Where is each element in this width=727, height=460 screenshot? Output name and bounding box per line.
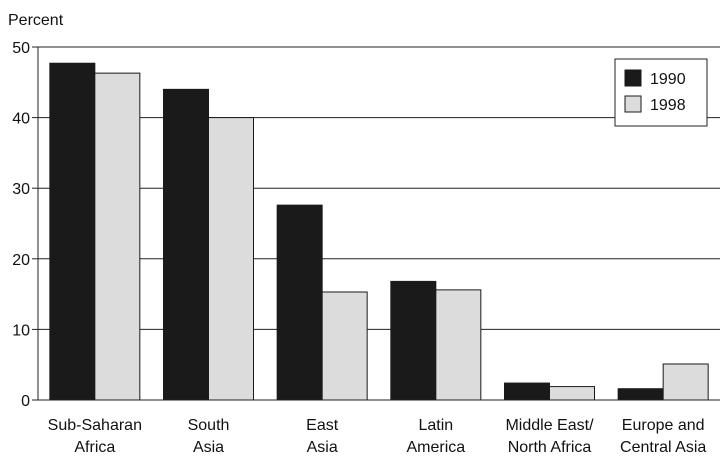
y-tick-labels: 0 10 20 30 40 50 <box>12 40 30 410</box>
legend-swatch-1990 <box>624 69 642 87</box>
x-tick-label-line: Central Asia <box>620 439 706 456</box>
bar-1998-5 <box>662 363 709 401</box>
x-tick-label: Europe and Central Asia <box>620 417 706 456</box>
y-axis-title: Percent <box>8 12 64 29</box>
x-tick-labels: Sub-Saharan Africa South Asia East Asia Latin A… <box>48 417 707 456</box>
x-tick-label-line: Middle East/ <box>505 417 594 434</box>
x-tick-label-line: America <box>406 439 465 456</box>
bar-1990-0 <box>49 62 96 401</box>
legend-box <box>614 58 708 127</box>
y-tick-label: 50 <box>12 40 30 57</box>
bar-1990-5 <box>617 388 664 401</box>
bars <box>49 62 709 401</box>
x-tick-label: East Asia <box>306 417 339 456</box>
bar-1990-3 <box>390 280 437 401</box>
x-tick-label: South Asia <box>188 417 230 456</box>
legend-label-1990: 1990 <box>650 71 686 88</box>
x-tick-label-line: Latin <box>418 417 453 434</box>
x-tick-label-line: East <box>306 417 339 434</box>
gridlines <box>32 46 720 401</box>
y-tick-label: 20 <box>12 252 30 269</box>
x-tick-label-line: Asia <box>193 439 224 456</box>
y-tick-label: 30 <box>12 181 30 198</box>
legend-swatch-1998 <box>624 95 642 113</box>
x-tick-label-line: Sub-Saharan <box>48 417 142 434</box>
bar-1990-1 <box>163 88 209 401</box>
x-tick-label-line: Asia <box>307 439 338 456</box>
x-tick-label: Middle East/North Africa <box>505 417 594 456</box>
bar-1990-2 <box>276 204 323 401</box>
bar-1998-0 <box>94 72 141 401</box>
bar-1998-3 <box>435 289 482 401</box>
x-tick-label: Latin America <box>406 417 465 456</box>
axes <box>37 47 720 401</box>
bar-1990-4 <box>504 382 550 401</box>
x-tick-label-line: South <box>188 417 230 434</box>
y-tick-label: 0 <box>21 393 30 410</box>
x-tick-label-line: Europe and <box>622 417 705 434</box>
x-tick-label-line: Africa <box>74 439 115 456</box>
x-tick-label: Sub-Saharan Africa <box>48 417 142 456</box>
legend: 1990 1998 <box>614 58 708 127</box>
y-tick-label: 10 <box>12 322 30 339</box>
x-tick-label-line: North Africa <box>508 439 592 456</box>
legend-label-1998: 1998 <box>650 97 686 114</box>
bar-1998-4 <box>549 386 595 401</box>
bar-1998-2 <box>321 291 368 401</box>
y-tick-label: 40 <box>12 111 30 128</box>
bar-1998-1 <box>208 117 254 401</box>
